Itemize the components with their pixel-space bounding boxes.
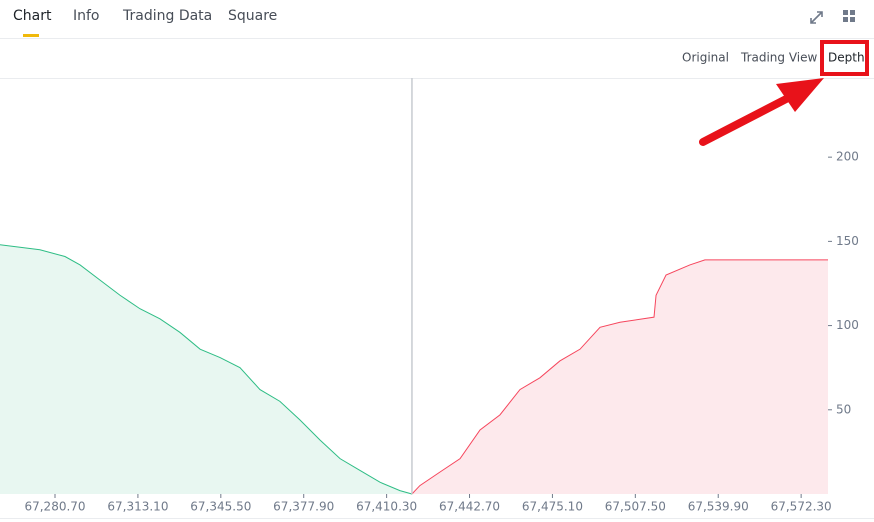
- depth-line: [411, 259, 828, 495]
- tab[interactable]: Chart: [13, 8, 52, 24]
- tab[interactable]: Square: [228, 8, 277, 24]
- view-option[interactable]: Depth: [828, 51, 865, 65]
- x-tick-label: 67,442.70: [439, 500, 500, 514]
- y-tick-label: 100: [836, 318, 859, 332]
- depth-line: [0, 244, 413, 495]
- x-tick-label: 67,572.30: [771, 500, 832, 514]
- annotation-arrow: [699, 78, 824, 146]
- x-tick-label: 67,313.10: [107, 500, 168, 514]
- y-tick-label: 50: [836, 402, 851, 416]
- y-tick-label: 150: [836, 234, 859, 248]
- depth-area: [411, 259, 828, 494]
- x-tick-label: 67,507.50: [605, 500, 666, 514]
- x-tick-label: 67,280.70: [24, 500, 85, 514]
- x-tick-label: 67,410.30: [356, 500, 417, 514]
- view-option[interactable]: Original: [682, 51, 729, 65]
- view-option[interactable]: Trading View: [740, 51, 818, 65]
- tab[interactable]: Trading Data: [122, 8, 212, 24]
- active-tab-indicator: [23, 34, 39, 37]
- x-tick-label: 67,377.90: [273, 500, 334, 514]
- layout-icon[interactable]: [843, 10, 855, 22]
- depth-area: [0, 244, 412, 494]
- x-tick-label: 67,539.90: [688, 500, 749, 514]
- expand-icon[interactable]: [810, 11, 823, 24]
- x-tick-label: 67,345.50: [190, 500, 251, 514]
- highlight-box: [820, 40, 869, 76]
- x-tick-label: 67,475.10: [522, 500, 583, 514]
- plot: 50 100 150 200 67,280.70 67,313.10 67,345.50 67…: [0, 78, 859, 514]
- y-tick-label: 200: [836, 150, 859, 164]
- tab[interactable]: Info: [73, 8, 100, 24]
